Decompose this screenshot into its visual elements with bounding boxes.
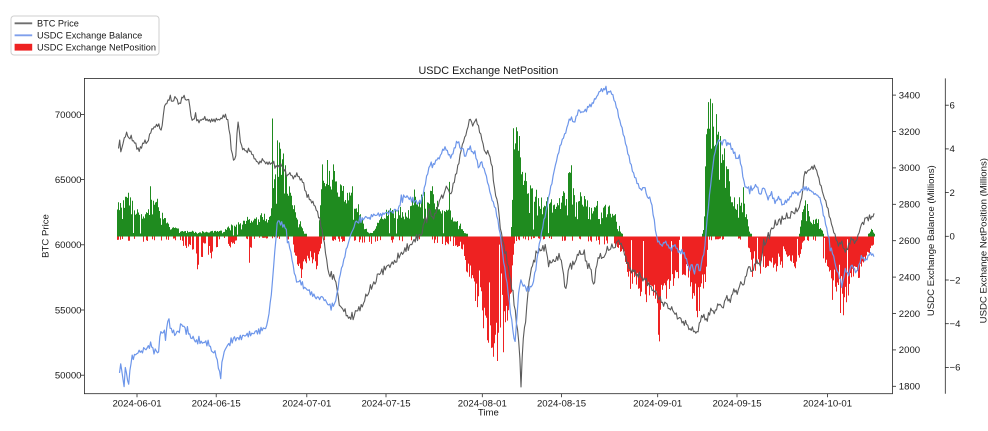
svg-text:USDC Exchange NetPosition: USDC Exchange NetPosition <box>418 65 558 77</box>
svg-text:USDC Exchange NetPosition (Mil: USDC Exchange NetPosition (Millions) <box>979 158 988 323</box>
svg-text:50000: 50000 <box>55 371 82 382</box>
svg-text:1800: 1800 <box>899 382 920 393</box>
svg-text:BTC Price: BTC Price <box>37 18 79 28</box>
svg-text:BTC Price: BTC Price <box>41 214 52 258</box>
svg-text:2000: 2000 <box>899 345 920 356</box>
svg-text:−6: −6 <box>950 363 961 374</box>
svg-text:2600: 2600 <box>899 236 920 247</box>
svg-text:4: 4 <box>950 144 956 155</box>
svg-text:65000: 65000 <box>55 175 82 186</box>
svg-text:2024-07-01: 2024-07-01 <box>282 399 331 410</box>
svg-text:Time: Time <box>478 407 499 418</box>
svg-text:2024-08-15: 2024-08-15 <box>537 399 586 410</box>
svg-text:70000: 70000 <box>55 110 82 121</box>
svg-text:2024-10-01: 2024-10-01 <box>803 399 852 410</box>
svg-text:2400: 2400 <box>899 272 920 283</box>
svg-text:2024-09-15: 2024-09-15 <box>712 399 761 410</box>
svg-text:0: 0 <box>950 232 955 243</box>
svg-text:2800: 2800 <box>899 200 920 211</box>
svg-text:2: 2 <box>950 188 955 199</box>
svg-text:60000: 60000 <box>55 240 82 251</box>
svg-text:2200: 2200 <box>899 309 920 320</box>
svg-text:USDC Exchange NetPosition: USDC Exchange NetPosition <box>37 42 156 52</box>
svg-text:USDC Exchange Balance: USDC Exchange Balance <box>37 30 142 40</box>
svg-text:−2: −2 <box>950 275 961 286</box>
svg-text:−4: −4 <box>950 319 962 330</box>
svg-text:2024-06-01: 2024-06-01 <box>112 399 161 410</box>
svg-text:3000: 3000 <box>899 163 920 174</box>
svg-text:3200: 3200 <box>899 127 920 138</box>
svg-text:3400: 3400 <box>899 90 920 101</box>
svg-text:USDC Exchange Balance (Million: USDC Exchange Balance (Millions) <box>926 165 937 316</box>
svg-text:2024-07-15: 2024-07-15 <box>361 399 410 410</box>
svg-text:2024-06-15: 2024-06-15 <box>192 399 241 410</box>
svg-text:55000: 55000 <box>55 305 82 316</box>
svg-text:6: 6 <box>950 101 955 112</box>
svg-text:2024-09-01: 2024-09-01 <box>633 399 682 410</box>
